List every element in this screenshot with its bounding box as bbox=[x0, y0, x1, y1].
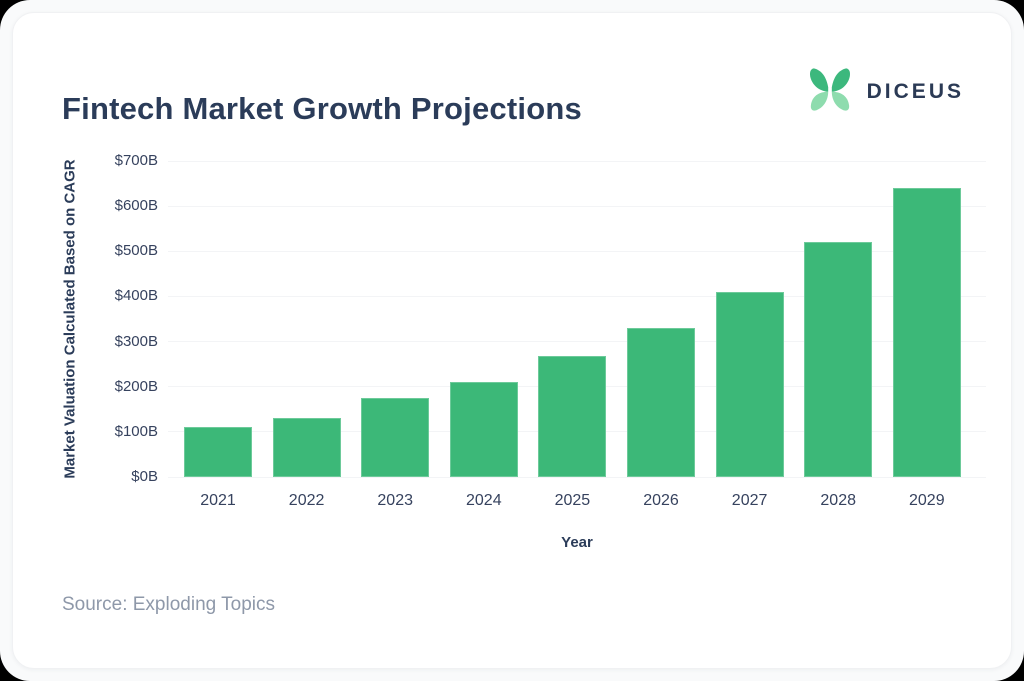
y-tick-label: $0B bbox=[131, 468, 158, 485]
butterfly-logo-icon bbox=[803, 65, 857, 120]
x-tick-label-2027: 2027 bbox=[731, 492, 768, 509]
bar-2022 bbox=[272, 418, 341, 477]
gridline-0 bbox=[168, 476, 986, 478]
y-tick-label: $600B bbox=[114, 197, 158, 215]
x-tick-label-2023: 2023 bbox=[377, 492, 413, 509]
bar-2024 bbox=[449, 382, 518, 477]
y-axis: $0B $100B $200B $300B $400B $500B $600B $700B bbox=[86, 152, 158, 485]
y-tick-label: $500B bbox=[114, 242, 158, 260]
x-tick-label-2028: 2028 bbox=[820, 492, 856, 509]
bar-2027 bbox=[715, 291, 784, 477]
y-axis-title: Market Valuation Calculated Based on CAG… bbox=[61, 159, 79, 479]
page-title: Fintech Market Growth Projections bbox=[62, 90, 582, 126]
x-tick-label-2026: 2026 bbox=[643, 492, 679, 509]
gridline-500 bbox=[168, 250, 986, 252]
bar-2028 bbox=[804, 242, 873, 477]
gridline-600 bbox=[168, 205, 986, 207]
y-tick-label: $100B bbox=[114, 422, 158, 440]
source-note: Source: Exploding Topics bbox=[62, 594, 275, 615]
gridline-300 bbox=[168, 341, 986, 343]
x-axis-title: Year bbox=[561, 534, 593, 551]
bar-2025 bbox=[538, 356, 607, 477]
y-tick-label: $300B bbox=[114, 332, 158, 350]
y-tick-label: $400B bbox=[114, 287, 158, 305]
y-tick-label: $200B bbox=[114, 377, 158, 395]
plot-area: 2021 2022 2023 2024 2025 2026 2027 2028 2029 bbox=[168, 160, 986, 509]
x-tick-label-2021: 2021 bbox=[200, 492, 236, 509]
gridline-700 bbox=[168, 160, 986, 162]
y-axis-title-box: Market Valuation Calculated Based on CAG… bbox=[56, 159, 84, 479]
x-tick-label-2024: 2024 bbox=[466, 492, 502, 509]
x-tick-label-2022: 2022 bbox=[288, 492, 325, 509]
diceus-wordmark: DICEUS bbox=[866, 80, 964, 103]
bar-2029 bbox=[892, 188, 961, 477]
x-tick-label-2029: 2029 bbox=[909, 492, 945, 509]
bar-2023 bbox=[361, 398, 430, 477]
y-tick-label: $700B bbox=[114, 152, 158, 169]
x-tick-label-2025: 2025 bbox=[554, 492, 591, 509]
bar-2026 bbox=[627, 328, 695, 477]
bar-2021 bbox=[184, 427, 252, 477]
diceus-logo: DICEUS bbox=[803, 66, 964, 118]
gridline-400 bbox=[168, 295, 986, 297]
